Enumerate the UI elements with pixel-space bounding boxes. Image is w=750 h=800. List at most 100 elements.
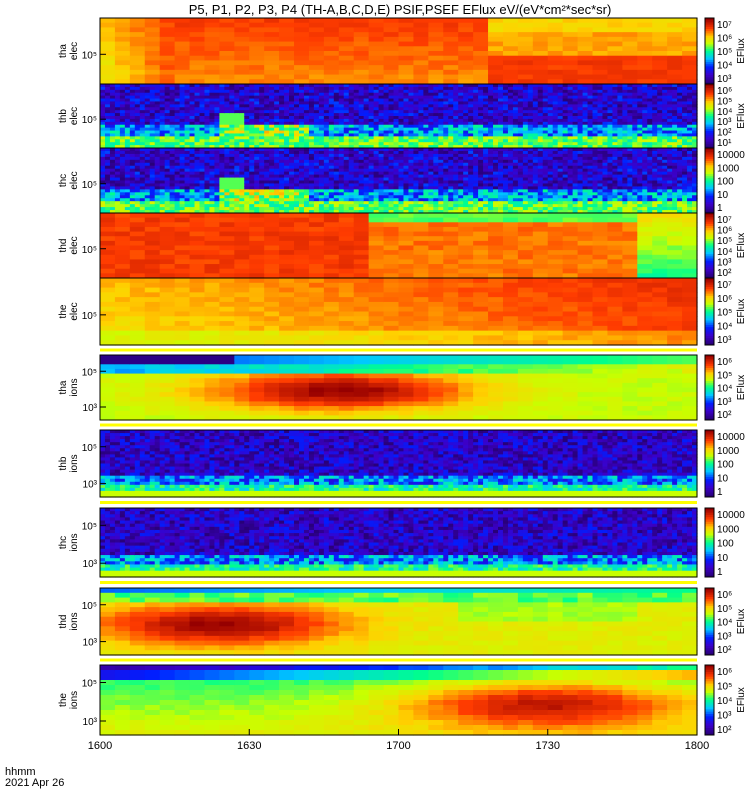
heatmap-cell	[100, 113, 106, 117]
heatmap-cell	[259, 130, 265, 135]
colorbar-segment	[705, 79, 714, 83]
heatmap-cell	[368, 204, 375, 208]
heatmap-cell	[512, 92, 519, 97]
heatmap-cell	[318, 86, 325, 91]
heatmap-cell	[622, 92, 628, 97]
heatmap-cell	[527, 101, 534, 105]
heatmap-cell	[179, 153, 186, 158]
heatmap-cell	[323, 32, 340, 38]
heatmap-cell	[488, 46, 504, 52]
heatmap-cell	[562, 32, 579, 38]
heatmap-cell	[249, 127, 255, 132]
heatmap-cell	[139, 148, 146, 152]
heatmap-cell	[308, 79, 325, 85]
heatmap-cell	[338, 92, 345, 97]
heatmap-cell	[562, 89, 569, 94]
heatmap-cell	[353, 118, 360, 123]
heatmap-cell	[129, 192, 136, 196]
heatmap-cell	[622, 98, 628, 103]
heatmap-cell	[308, 207, 315, 211]
heatmap-cell	[234, 183, 240, 187]
heatmap-cell	[129, 27, 146, 33]
heatmap-cell	[199, 177, 206, 182]
heatmap-cell	[244, 107, 250, 111]
heatmap-cell	[353, 159, 360, 164]
heatmap-cell	[687, 98, 693, 103]
heatmap-cell	[443, 142, 449, 146]
heatmap-cell	[289, 198, 295, 202]
heatmap-cell	[179, 130, 186, 135]
heatmap-cell	[542, 89, 549, 94]
heatmap-cell	[333, 148, 340, 152]
heatmap-cell	[423, 189, 429, 193]
heatmap-cell	[577, 127, 584, 132]
heatmap-cell	[209, 150, 216, 155]
heatmap-cell	[289, 210, 295, 214]
colorbar-segment	[705, 53, 714, 56]
heatmap-cell	[682, 69, 698, 76]
heatmap-cell	[617, 116, 623, 120]
heatmap-cell	[294, 165, 300, 170]
heatmap-cell	[682, 124, 688, 129]
heatmap-cell	[313, 92, 320, 97]
heatmap-cell	[269, 159, 275, 164]
heatmap-cell	[279, 171, 285, 176]
heatmap-cell	[448, 92, 454, 97]
heatmap-cell	[458, 86, 464, 91]
heatmap-cell	[313, 110, 320, 114]
heatmap-cell	[463, 124, 469, 129]
heatmap-cell	[159, 95, 166, 100]
heatmap-cell	[274, 195, 280, 199]
heatmap-cell	[413, 133, 419, 137]
heatmap-cell	[259, 139, 265, 143]
heatmap-cell	[119, 95, 126, 100]
heatmap-cell	[572, 130, 579, 135]
heatmap-cell	[423, 98, 429, 103]
heatmap-cell	[100, 189, 106, 193]
heatmap-cell	[507, 142, 514, 146]
heatmap-cell	[517, 107, 524, 111]
heatmap-cell	[104, 124, 111, 129]
heatmap-cell	[393, 121, 400, 126]
heatmap-cell	[139, 113, 146, 117]
heatmap-cell	[129, 101, 136, 105]
heatmap-cell	[109, 145, 116, 149]
heatmap-cell	[577, 107, 584, 111]
heatmap-cell	[149, 201, 156, 205]
heatmap-cell	[652, 95, 658, 100]
heatmap-cell	[294, 201, 300, 205]
heatmap-cell	[408, 110, 415, 114]
heatmap-cell	[542, 86, 549, 91]
heatmap-cell	[204, 79, 221, 85]
heatmap-cell	[174, 192, 181, 196]
heatmap-cell	[413, 150, 419, 155]
heatmap-cell	[562, 36, 579, 43]
heatmap-cell	[368, 55, 385, 62]
heatmap-cell	[299, 186, 305, 190]
heatmap-cell	[582, 110, 589, 114]
heatmap-cell	[572, 121, 579, 126]
heatmap-cell	[622, 110, 628, 114]
heatmap-cell	[527, 110, 534, 114]
heatmap-cell	[114, 121, 121, 126]
heatmap-cell	[383, 101, 390, 105]
heatmap-cell	[159, 36, 176, 43]
heatmap-cell	[488, 145, 494, 149]
heatmap-cell	[299, 204, 305, 208]
heatmap-cell	[179, 207, 186, 211]
heatmap-cell	[368, 198, 375, 202]
heatmap-cell	[308, 177, 315, 182]
heatmap-cell	[139, 150, 146, 155]
heatmap-cell	[323, 189, 330, 193]
heatmap-cell	[607, 127, 614, 132]
heatmap-cell	[159, 89, 166, 94]
heatmap-cell	[303, 145, 310, 149]
heatmap-cell	[488, 107, 494, 111]
heatmap-cell	[368, 124, 375, 129]
heatmap-cell	[134, 180, 141, 185]
heatmap-cell	[214, 198, 220, 202]
heatmap-cell	[323, 177, 330, 182]
heatmap-cell	[378, 180, 385, 185]
heatmap-cell	[597, 139, 604, 143]
heatmap-cell	[338, 32, 355, 38]
